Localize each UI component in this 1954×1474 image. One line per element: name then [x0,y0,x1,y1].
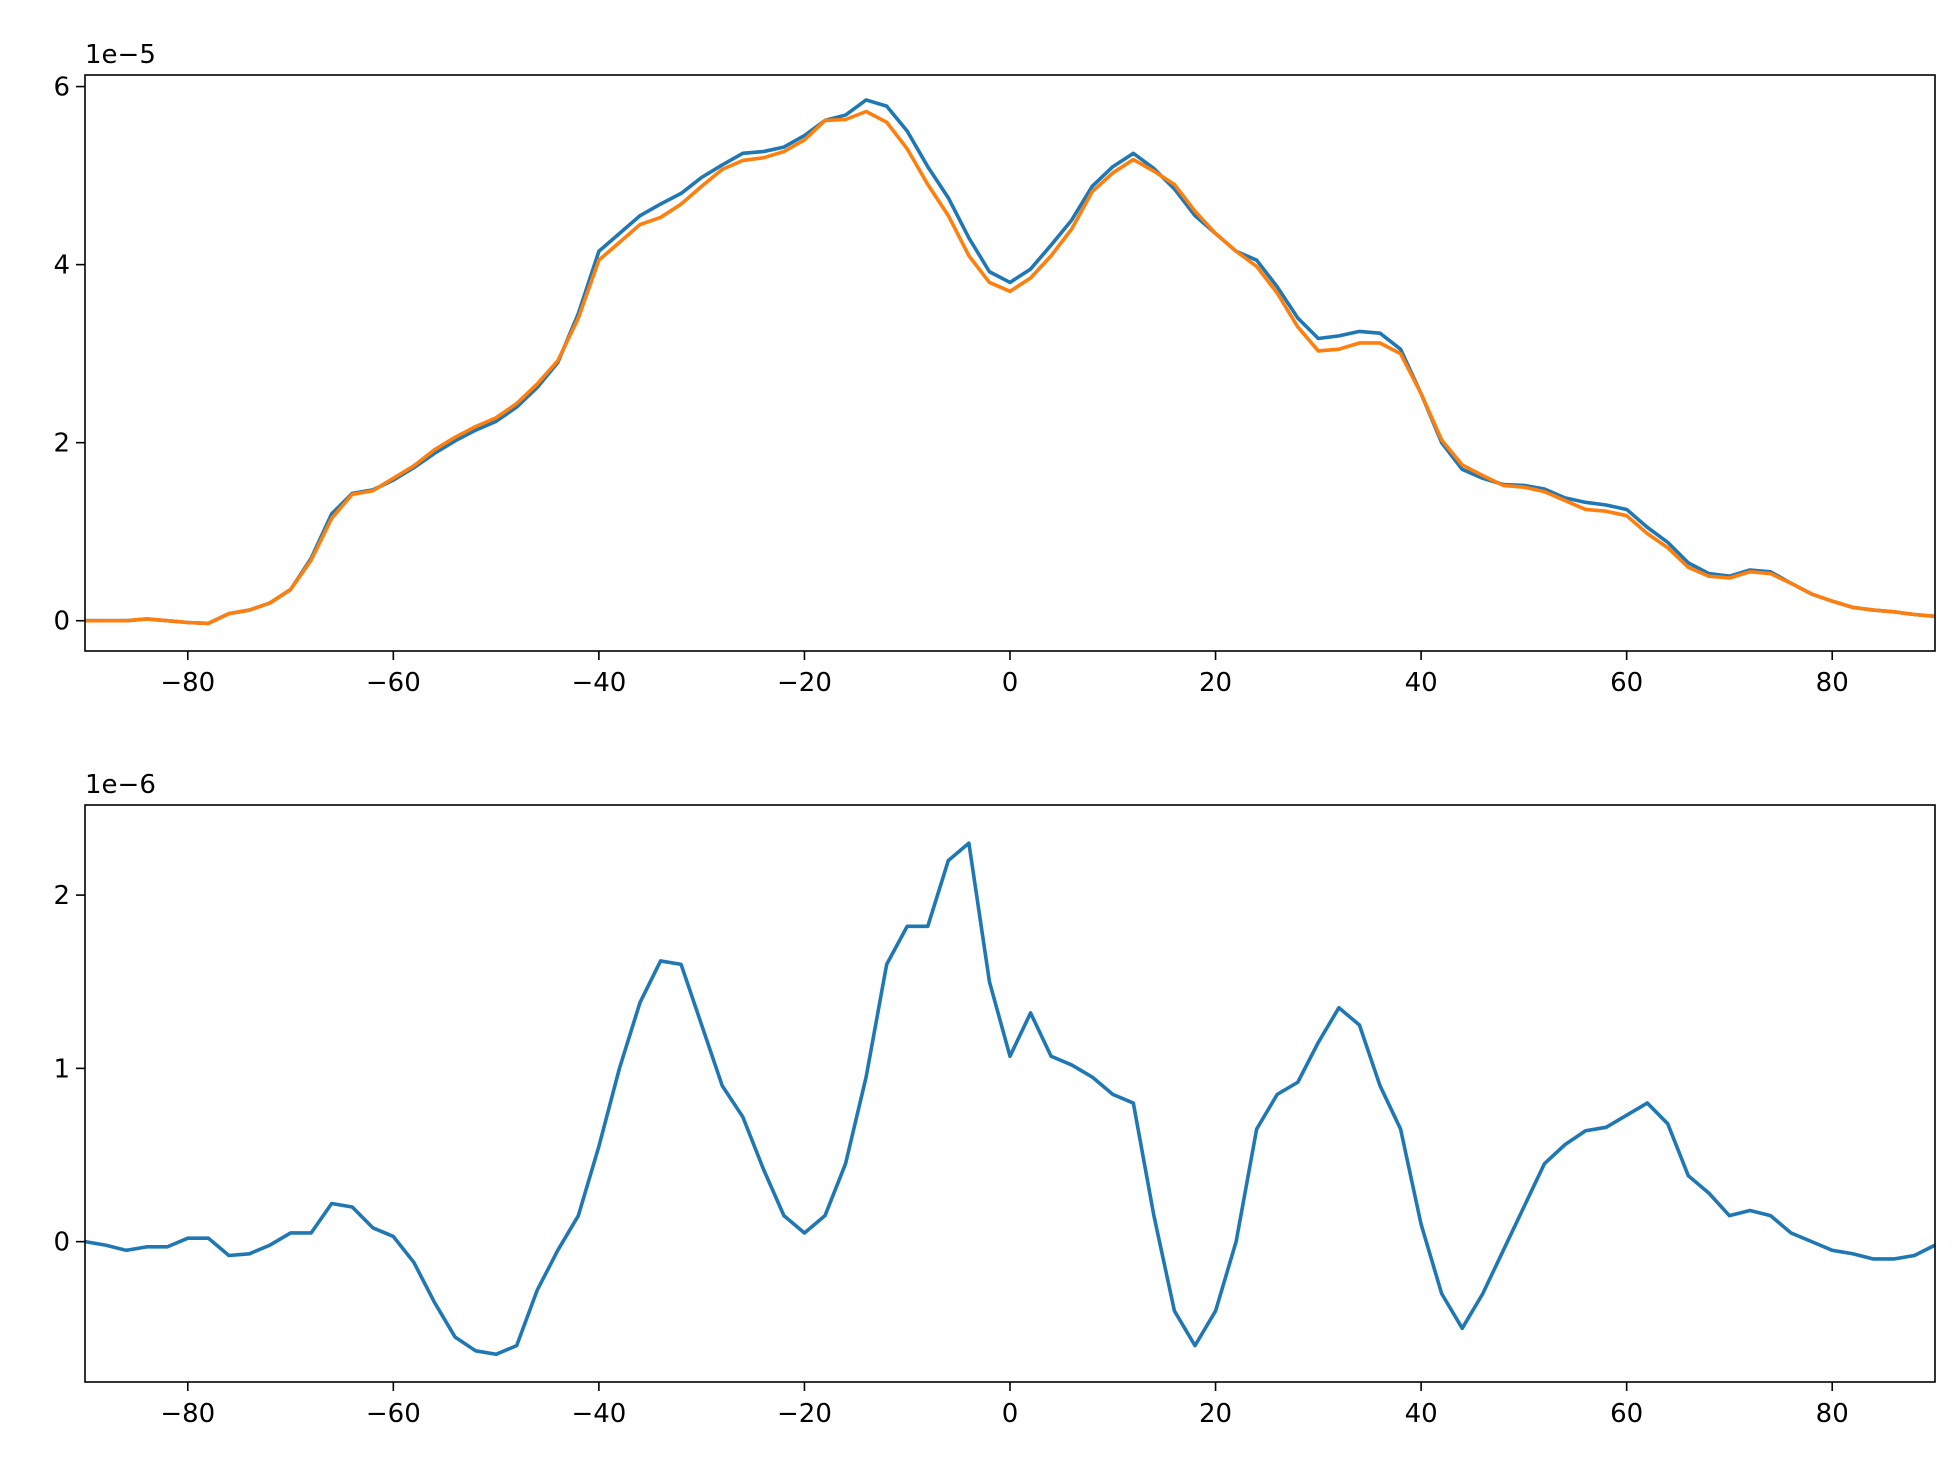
x-tick-label: −60 [366,668,421,698]
x-tick-label: −80 [160,1399,215,1429]
x-tick-label: 80 [1816,1399,1849,1429]
data-line [85,109,1936,626]
y-tick-label: 1 [53,1054,70,1084]
x-tick-label: −40 [571,668,626,698]
x-tick-label: 80 [1816,668,1849,698]
y-tick-label: 2 [53,881,70,911]
x-tick-label: 60 [1610,1399,1643,1429]
x-tick-label: −80 [160,668,215,698]
x-tick-label: −40 [571,1399,626,1429]
x-tick-label: 60 [1610,668,1643,698]
data-line [85,98,1936,626]
y-tick-label: 2 [53,429,70,459]
axes-frame [84,74,1936,652]
offset-label: 1e−6 [85,770,156,800]
x-tick-label: −20 [777,1399,832,1429]
x-tick-label: −20 [777,668,832,698]
x-tick-label: 20 [1199,668,1232,698]
axes-frame [84,804,1936,1383]
y-tick-label: 4 [53,251,70,281]
data-line [84,841,1936,1357]
x-tick-label: 0 [1002,1399,1019,1429]
offset-label: 1e−5 [85,40,156,70]
x-tick-label: 0 [1002,668,1019,698]
x-tick-label: −60 [366,1399,421,1429]
x-tick-label: 40 [1405,1399,1438,1429]
x-tick-label: 20 [1199,1399,1232,1429]
y-tick-label: 6 [53,73,70,103]
y-tick-label: 0 [53,607,70,637]
x-tick-label: 40 [1405,668,1438,698]
y-tick-label: 0 [53,1228,70,1258]
